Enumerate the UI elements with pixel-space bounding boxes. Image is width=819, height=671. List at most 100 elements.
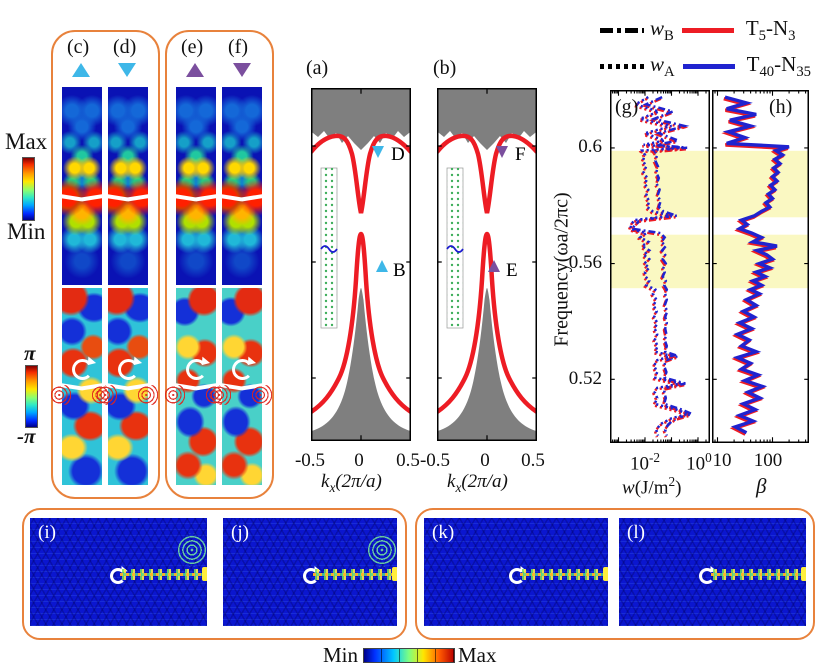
band-structure-panel-b: F E [437, 88, 537, 441]
phase-colorbar [25, 365, 38, 428]
poynting-quiver-right [250, 384, 274, 405]
ytick-0.52: 0.52 [568, 368, 602, 389]
g-xaxis-label: w(J/m2) [622, 474, 682, 499]
axes-frame [610, 90, 710, 443]
phase-map-d [96, 288, 160, 485]
edge-band-lower [437, 231, 537, 415]
panel-label-l: (l) [627, 522, 645, 543]
edge-wave-beam [313, 566, 397, 581]
marker-E-label: E [506, 260, 518, 281]
axis-ticks [311, 88, 411, 441]
circular-polarization-icon [232, 358, 253, 380]
group-box-ef [165, 30, 274, 499]
axis-ticks [437, 88, 537, 441]
marker-F-label: F [515, 144, 526, 165]
sim-map-j: (j) [223, 518, 397, 626]
group-box-kl [415, 508, 815, 640]
marker-triangle-up-purple [186, 63, 204, 77]
bulk-band-bottom [437, 288, 537, 440]
g-xtick-1e-2: 10-2 [629, 450, 661, 475]
chiral-source-icon [699, 567, 716, 584]
edge-band-lower [311, 231, 411, 415]
a-xaxis-label: kx(2π/a) [321, 471, 382, 495]
panel-label-f: (f) [228, 36, 248, 58]
marker-B-triangle [376, 260, 388, 272]
h-xtick-10: 10 [712, 450, 732, 471]
marker-triangle-down-purple [233, 63, 251, 77]
red-line-sample [681, 28, 734, 34]
edge-wave-beam [120, 566, 207, 581]
group-box-ij [22, 508, 407, 640]
h-xtick-100: 100 [753, 450, 783, 471]
marker-triangle-up-cyan [72, 63, 90, 77]
group-box-cd [51, 30, 160, 499]
inset-interface-mark [446, 245, 464, 253]
edge-band-upper [437, 133, 537, 214]
panel-label-e: (e) [181, 36, 204, 58]
dashdot-line-sample [600, 28, 644, 34]
field-colorbar-min-label: Min [7, 219, 46, 244]
panel-label-a: (a) [306, 57, 329, 79]
h-curves [721, 95, 790, 436]
chiral-source-icon [109, 567, 126, 584]
a-xtick-0: 0 [354, 450, 364, 471]
panel-label-b: (b) [433, 57, 457, 79]
ytick-0.56: 0.56 [568, 252, 602, 273]
legend-row-2: wA T40-N35 [600, 52, 811, 81]
legend-wB: wB [650, 16, 674, 45]
marker-D-triangle [372, 146, 384, 158]
interface-chevron [176, 87, 216, 285]
ytick-0.6: 0.6 [578, 136, 602, 157]
g-curves [627, 95, 696, 438]
panel-label-g: (g) [615, 96, 639, 118]
panel-label-k: (k) [432, 522, 455, 543]
marker-F-triangle [496, 146, 508, 158]
poynting-quiver-right [136, 384, 160, 405]
field-colorbar [22, 157, 35, 221]
interface-chevron [62, 87, 102, 285]
legend-T5N3: T5-N3 [745, 16, 796, 45]
poynting-quiver-left [210, 384, 234, 405]
marker-E-triangle [488, 260, 500, 272]
b-xtick-neg05: -0.5 [419, 450, 451, 471]
g-highlight-bands [611, 150, 709, 289]
sim-colorbar-min-label: Min [322, 643, 358, 667]
phase-map-f [210, 288, 274, 485]
interface-chevron [222, 87, 262, 285]
dotted-line-sample [600, 64, 644, 70]
interface-chevron [108, 87, 148, 285]
chiral-source-icon [303, 567, 320, 584]
panel-label-i: (i) [38, 522, 56, 543]
b-xaxis-label: kx(2π/a) [447, 471, 508, 495]
poynting-quiver-left [164, 384, 188, 405]
field-map-d [108, 87, 148, 285]
marker-D-label: D [391, 144, 405, 165]
poynting-quiver-left [50, 384, 74, 405]
band-structure-panel-a: D B [311, 88, 411, 441]
sim-map-i: (i) [30, 518, 207, 626]
bulk-band-top [311, 88, 411, 150]
scatter-burst [177, 533, 207, 568]
legend-T40N35: T40-N35 [746, 52, 811, 81]
legend-wA: wA [650, 52, 675, 81]
phase-colorbar-pi-label: π [24, 341, 36, 365]
b-xtick-0: 0 [480, 450, 490, 471]
h-axis-ticks [712, 90, 809, 443]
bulk-band-bottom [311, 288, 411, 440]
marker-triangle-down-cyan [118, 63, 136, 77]
sim-colorbar [363, 648, 455, 663]
chiral-source-icon [508, 567, 525, 584]
scatter-burst [367, 533, 397, 568]
panel-label-h: (h) [769, 96, 793, 118]
g-xtick-1e0: 100 [686, 450, 712, 475]
sim-colorbar-max-label: Max [458, 643, 497, 667]
edge-band-upper [311, 133, 411, 214]
phase-colorbar-minus-pi-label: -π [17, 424, 36, 448]
circular-polarization-icon [118, 358, 139, 380]
g-axis-ticks [610, 90, 710, 443]
beta-panel-h [712, 90, 809, 443]
bulk-band-top [437, 88, 537, 150]
edge-wave-beam [519, 566, 608, 581]
sim-map-k: (k) [424, 518, 608, 626]
